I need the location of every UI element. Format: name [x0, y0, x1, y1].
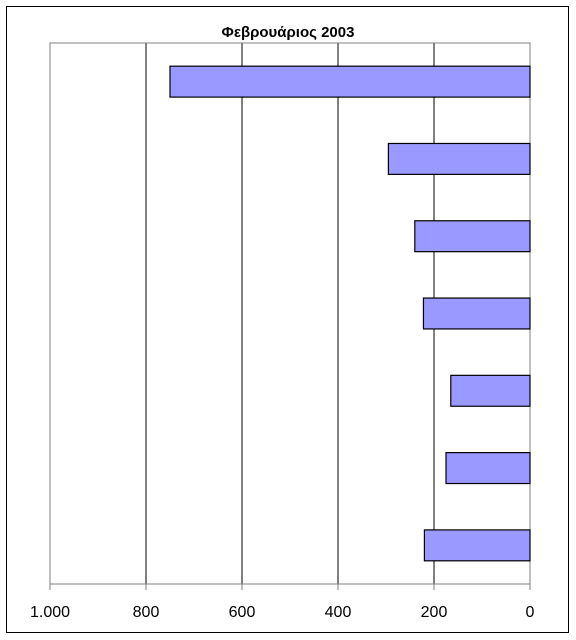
bar: [423, 529, 531, 562]
x-axis: [49, 583, 531, 590]
bar: [387, 142, 531, 175]
x-tick-label: 1.000: [30, 604, 70, 621]
bar: [169, 65, 531, 98]
x-tick-label: 200: [421, 604, 448, 621]
bar: [422, 297, 531, 330]
bar: [414, 220, 531, 253]
chart-title: Φεβρουάριος 2003: [222, 24, 355, 41]
bar: [445, 452, 531, 485]
x-tick-label: 400: [325, 604, 352, 621]
x-tick-label: 800: [133, 604, 160, 621]
x-tick-labels: 1.000 800 600 400 200 0: [30, 604, 535, 621]
bar: [450, 374, 531, 407]
x-tick-label: 0: [526, 604, 535, 621]
x-tick-label: 600: [229, 604, 256, 621]
bars: [169, 65, 531, 562]
